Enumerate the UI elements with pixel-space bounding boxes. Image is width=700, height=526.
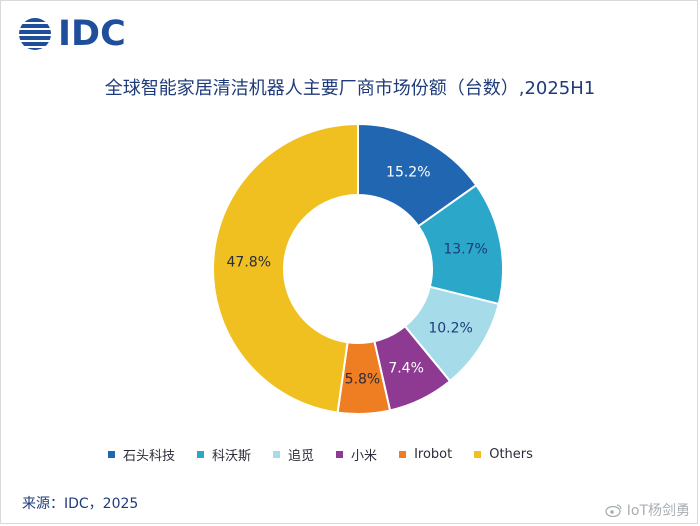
legend-swatch-5 <box>474 450 482 458</box>
donut-data-label-2: 10.2% <box>428 320 472 336</box>
legend-swatch-3 <box>336 450 344 458</box>
watermark: IoT杨剑勇 <box>605 500 690 520</box>
weibo-icon <box>605 504 622 517</box>
legend-item-4: Irobot <box>399 447 452 462</box>
legend-item-3: 小米 <box>336 445 377 464</box>
legend-label-2: 追觅 <box>288 448 315 464</box>
legend-label-5: Others <box>489 446 533 462</box>
legend-item-1: 科沃斯 <box>197 445 251 464</box>
legend-swatch-2 <box>273 450 281 458</box>
legend-item-2: 追觅 <box>273 445 314 464</box>
legend-swatch-1 <box>197 450 205 458</box>
legend-label-3: 小米 <box>351 448 378 464</box>
legend-item-0: 石头科技 <box>108 445 175 464</box>
legend-item-5: Others <box>474 447 533 462</box>
chart-legend: 石头科技 科沃斯 追觅 小米 Irobot Others <box>108 444 668 464</box>
idc-globe-icon <box>19 18 51 50</box>
donut-data-label-3: 7.4% <box>388 360 424 376</box>
watermark-text: IoT杨剑勇 <box>626 503 690 519</box>
source-note: 来源：IDC，2025 <box>22 496 139 512</box>
donut-data-label-5: 47.8% <box>227 254 271 270</box>
donut-data-label-1: 13.7% <box>443 242 487 258</box>
legend-label-0: 石头科技 <box>123 448 176 464</box>
donut-data-label-0: 15.2% <box>386 165 430 181</box>
legend-label-4: Irobot <box>414 446 453 462</box>
legend-swatch-0 <box>108 450 115 458</box>
idc-logo: IDC <box>18 14 126 54</box>
donut-data-label-4: 5.8% <box>345 371 381 387</box>
chart-title: 全球智能家居清洁机器人主要厂商市场份额（台数）,2025H1 <box>104 78 596 99</box>
donut-slice-5 <box>212 122 359 414</box>
legend-swatch-4 <box>399 450 407 458</box>
idc-logo-text: IDC <box>58 14 126 54</box>
legend-label-1: 科沃斯 <box>212 448 252 464</box>
